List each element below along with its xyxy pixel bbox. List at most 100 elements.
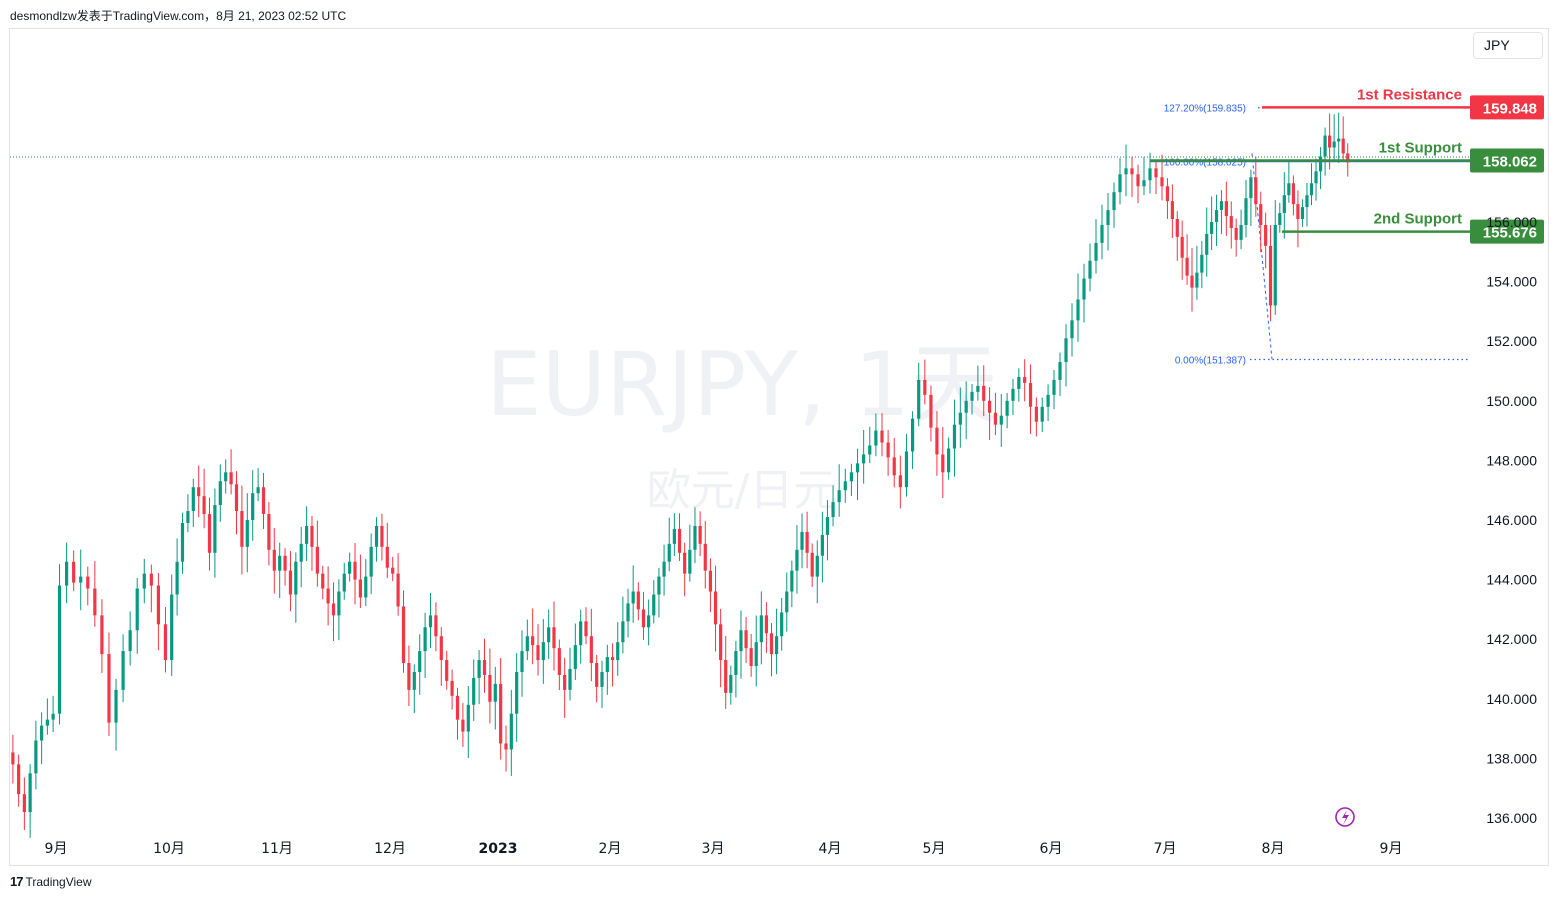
support-price-tag[interactable]: [1470, 148, 1544, 173]
candle-body: [369, 546, 373, 577]
support-price-tag[interactable]: [1470, 219, 1544, 244]
candle-body: [729, 674, 733, 693]
candle-body: [1346, 153, 1350, 163]
chart-header: desmondlzw发表于TradingView.com，8月 21, 2023…: [10, 9, 347, 23]
tradingview-logo-icon: 17: [10, 874, 24, 889]
candle-body: [1273, 224, 1277, 306]
candle-body: [795, 549, 799, 571]
candle-body: [1011, 388, 1015, 401]
candle-body: [652, 594, 656, 616]
candle-body: [310, 525, 314, 547]
candle-body: [892, 457, 896, 476]
candle-body: [283, 555, 287, 571]
candle-body: [1017, 376, 1021, 389]
candle-body: [304, 525, 309, 544]
time-axis[interactable]: 9月 10月 11月 12月 2023 2月 3月 4月 5月 6月 7月 8月 9月: [45, 841, 1403, 857]
candle-body: [1005, 400, 1009, 416]
candle-body: [825, 517, 830, 535]
candle-body: [647, 615, 651, 628]
candle-body: [636, 591, 640, 610]
candle-body: [396, 573, 400, 607]
candle-body: [1064, 338, 1068, 363]
candle-body: [461, 719, 465, 732]
candle-body: [600, 671, 604, 687]
candle-body: [45, 719, 49, 726]
candle-body: [1341, 138, 1345, 154]
candle-body: [552, 627, 556, 649]
candle-body: [557, 648, 561, 675]
candle-body: [72, 561, 76, 583]
x-tick-label: 8月: [1262, 841, 1285, 857]
candle-body: [1309, 183, 1314, 196]
candle-body: [1034, 406, 1038, 422]
candle-body: [86, 576, 90, 589]
candle-body: [1160, 177, 1164, 187]
candle-body: [573, 645, 577, 669]
candle-body: [584, 621, 588, 637]
candle-body: [418, 651, 422, 672]
candle-body: [708, 570, 713, 592]
candle-body: [191, 487, 195, 512]
candle-body: [683, 552, 687, 574]
candle-body: [299, 543, 303, 562]
footer-brand[interactable]: 17 TradingView: [10, 874, 92, 889]
candle-body: [1314, 171, 1318, 184]
resistance-label: 1st Resistance: [1357, 86, 1462, 103]
candle-body: [175, 561, 179, 595]
candle-body: [142, 573, 146, 589]
candle-body: [163, 624, 168, 661]
currency-label[interactable]: JPY: [1473, 32, 1543, 59]
candle-body: [423, 627, 427, 652]
candle-body: [541, 642, 545, 661]
candle-body: [568, 669, 572, 690]
candle-body: [1200, 254, 1204, 273]
candle-body: [439, 636, 443, 661]
candle-body: [815, 555, 819, 577]
candle-body: [499, 683, 503, 744]
candle-body: [28, 773, 32, 813]
candle-body: [315, 546, 319, 574]
candle-body: [121, 651, 125, 690]
support-label: 2nd Support: [1374, 211, 1462, 228]
candle-body: [657, 576, 661, 595]
candle-body: [1278, 213, 1282, 225]
candle-body: [849, 472, 854, 482]
candle-body: [1185, 257, 1189, 276]
resistance-price-tag[interactable]: [1470, 95, 1544, 120]
candle-body: [509, 713, 513, 750]
candle-body: [135, 588, 139, 631]
watermark-subtitle: 欧元/日元: [647, 465, 838, 516]
candle-body: [626, 603, 630, 622]
candle-body: [1282, 195, 1286, 214]
candle-body: [170, 594, 174, 661]
candle-body: [785, 591, 789, 613]
candle-body: [734, 651, 738, 675]
candle-body: [1070, 320, 1074, 339]
watermark-symbol: EURJPY, 1天: [486, 333, 998, 436]
candle-body: [445, 660, 449, 681]
candle-body: [1287, 183, 1291, 196]
candle-body: [207, 514, 212, 553]
candle-body: [504, 743, 508, 750]
y-tick-label: 150.000: [1486, 393, 1537, 409]
lightning-icon[interactable]: [1335, 807, 1355, 827]
candle-body: [764, 615, 769, 634]
candle-body: [1170, 201, 1174, 220]
candle-body: [923, 379, 927, 395]
candle-body: [1124, 168, 1128, 175]
candle-body: [999, 415, 1003, 425]
support-resistance-levels[interactable]: 1st Resistance 159.848 1st Support 158.062 2…: [1150, 86, 1544, 244]
candle-body: [698, 525, 702, 544]
candle-body: [272, 549, 276, 571]
candle-body: [342, 573, 346, 592]
candle-body: [1305, 195, 1309, 208]
candle-body: [1210, 222, 1214, 234]
candle-body: [1323, 135, 1327, 157]
price-axis[interactable]: 136.000 138.000 140.000 142.000 144.000 146.0…: [1486, 214, 1537, 826]
candle-body: [1100, 224, 1104, 243]
candle-body: [1239, 224, 1243, 240]
candle-body: [719, 624, 723, 661]
x-tick-label: 10月: [153, 841, 185, 857]
candle-body: [886, 442, 890, 458]
